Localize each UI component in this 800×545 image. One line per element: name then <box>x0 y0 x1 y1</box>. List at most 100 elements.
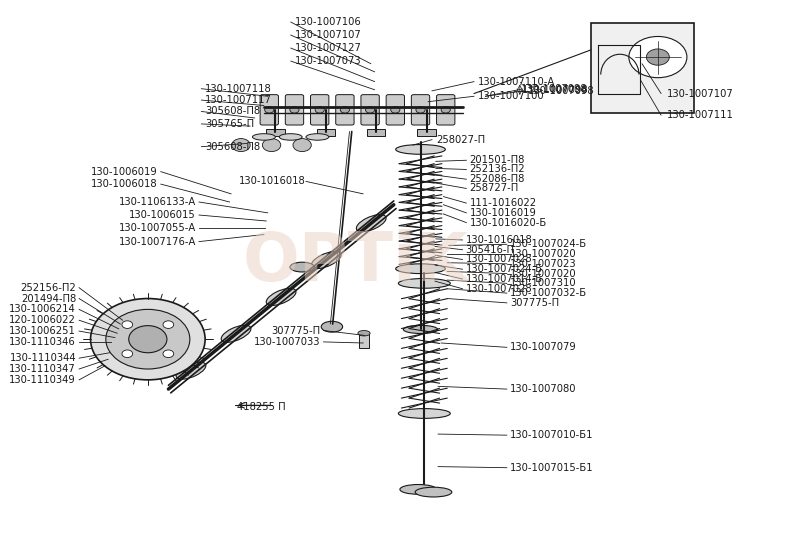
Text: 130-1007176-А: 130-1007176-А <box>118 237 196 246</box>
Bar <box>359 332 369 348</box>
Ellipse shape <box>398 278 450 288</box>
Ellipse shape <box>279 134 302 140</box>
Text: 258027-П: 258027-П <box>436 135 485 144</box>
Text: 130-1007028: 130-1007028 <box>466 284 532 294</box>
Text: 252156-П2: 252156-П2 <box>20 283 76 293</box>
FancyBboxPatch shape <box>386 95 405 125</box>
Text: 130-1007111: 130-1007111 <box>666 110 734 120</box>
Ellipse shape <box>253 134 275 140</box>
Circle shape <box>90 299 205 380</box>
Text: 130-1007118: 130-1007118 <box>205 84 272 94</box>
Text: 418255 П: 418255 П <box>237 402 286 412</box>
Text: 307775-П: 307775-П <box>510 298 559 308</box>
Circle shape <box>122 321 133 329</box>
Circle shape <box>416 107 425 113</box>
Bar <box>591 23 694 113</box>
Text: 130-1007079: 130-1007079 <box>510 342 577 352</box>
Ellipse shape <box>396 144 446 154</box>
Text: 130-1007098: 130-1007098 <box>522 85 589 95</box>
Text: 130-1007107: 130-1007107 <box>294 30 362 40</box>
Text: 130-1007110-А: 130-1007110-А <box>478 77 555 87</box>
Ellipse shape <box>358 330 370 336</box>
Circle shape <box>629 37 687 78</box>
FancyBboxPatch shape <box>336 95 354 125</box>
FancyBboxPatch shape <box>361 95 379 125</box>
Ellipse shape <box>396 264 446 274</box>
Text: 130-1007010-Б1: 130-1007010-Б1 <box>510 430 594 440</box>
Circle shape <box>262 138 281 152</box>
Text: 130-1016018: 130-1016018 <box>466 235 532 245</box>
Text: 130-1007098: 130-1007098 <box>522 84 588 94</box>
Text: 305765-П: 305765-П <box>205 119 254 129</box>
FancyBboxPatch shape <box>411 95 430 125</box>
Text: 130-1007100: 130-1007100 <box>478 91 545 101</box>
Text: OPTiK: OPTiK <box>242 229 469 295</box>
FancyBboxPatch shape <box>437 95 455 125</box>
Text: 305416-П: 305416-П <box>466 245 514 255</box>
Circle shape <box>441 107 450 113</box>
FancyBboxPatch shape <box>286 95 304 125</box>
Text: 130-1007014-Б: 130-1007014-Б <box>466 274 542 284</box>
Ellipse shape <box>266 288 296 305</box>
Circle shape <box>293 138 311 152</box>
Text: 130-1007098: 130-1007098 <box>527 86 594 96</box>
Text: 130-1007127: 130-1007127 <box>294 43 362 53</box>
Circle shape <box>122 350 133 358</box>
Ellipse shape <box>176 362 206 379</box>
Text: 130-1016018: 130-1016018 <box>239 177 306 186</box>
Text: 201501-П8: 201501-П8 <box>470 155 525 165</box>
Circle shape <box>265 107 274 113</box>
Text: 252136-П2: 252136-П2 <box>470 165 525 174</box>
Text: 130-1007117: 130-1007117 <box>205 95 272 105</box>
Text: 305608-П8: 305608-П8 <box>205 142 260 152</box>
Text: 201494-П8: 201494-П8 <box>21 294 76 304</box>
Text: 130-1007080: 130-1007080 <box>510 384 576 394</box>
Text: 130-1007024-Б: 130-1007024-Б <box>510 239 587 249</box>
Text: 305608-П8: 305608-П8 <box>205 106 260 117</box>
Text: 120-1006022: 120-1006022 <box>9 315 76 325</box>
Text: 130-1110349: 130-1110349 <box>10 375 76 385</box>
Text: 111-1016022: 111-1016022 <box>470 198 537 208</box>
Text: 130-1007073: 130-1007073 <box>294 56 361 66</box>
Text: 130-1006018: 130-1006018 <box>91 179 158 189</box>
Ellipse shape <box>356 215 386 232</box>
Text: 252086-П8: 252086-П8 <box>470 174 525 184</box>
Text: 130-1007055-А: 130-1007055-А <box>118 223 196 233</box>
Text: 130-1110344: 130-1110344 <box>10 353 76 363</box>
Text: 130-1110346: 130-1110346 <box>10 337 76 347</box>
Circle shape <box>390 107 400 113</box>
Text: 130-1007033: 130-1007033 <box>254 337 321 347</box>
Text: 130-1006214: 130-1006214 <box>10 304 76 314</box>
Text: 130-1016019: 130-1016019 <box>470 208 536 218</box>
Text: 130-1007015-Б1: 130-1007015-Б1 <box>510 463 594 473</box>
Text: 130-1006019: 130-1006019 <box>91 167 158 177</box>
Bar <box>418 129 436 136</box>
Ellipse shape <box>403 325 438 334</box>
Text: 130-1007020: 130-1007020 <box>510 269 577 278</box>
Ellipse shape <box>221 325 251 342</box>
Circle shape <box>129 326 167 353</box>
FancyBboxPatch shape <box>260 95 278 125</box>
Text: 130-1007310: 130-1007310 <box>510 278 577 288</box>
Bar <box>266 129 285 136</box>
FancyBboxPatch shape <box>310 95 329 125</box>
Text: 307775-П: 307775-П <box>271 325 321 336</box>
Circle shape <box>290 107 299 113</box>
Text: 130-1016020-Б: 130-1016020-Б <box>470 217 546 228</box>
Text: 130-1007106: 130-1007106 <box>294 17 362 27</box>
Text: 130-1110347: 130-1110347 <box>10 364 76 374</box>
Circle shape <box>163 321 174 329</box>
Text: 130-1106133-А: 130-1106133-А <box>118 197 196 207</box>
Text: 130-1006015: 130-1006015 <box>130 210 196 220</box>
Ellipse shape <box>322 322 342 332</box>
Text: 130-1007107: 130-1007107 <box>666 89 734 99</box>
Ellipse shape <box>311 251 341 269</box>
Circle shape <box>340 107 350 113</box>
Circle shape <box>366 107 374 113</box>
Ellipse shape <box>290 262 314 272</box>
Text: 130-1007024-Б: 130-1007024-Б <box>466 264 542 274</box>
Circle shape <box>232 138 250 152</box>
Text: 130-1007032-Б: 130-1007032-Б <box>510 288 587 298</box>
Circle shape <box>646 49 670 65</box>
Ellipse shape <box>400 485 437 494</box>
